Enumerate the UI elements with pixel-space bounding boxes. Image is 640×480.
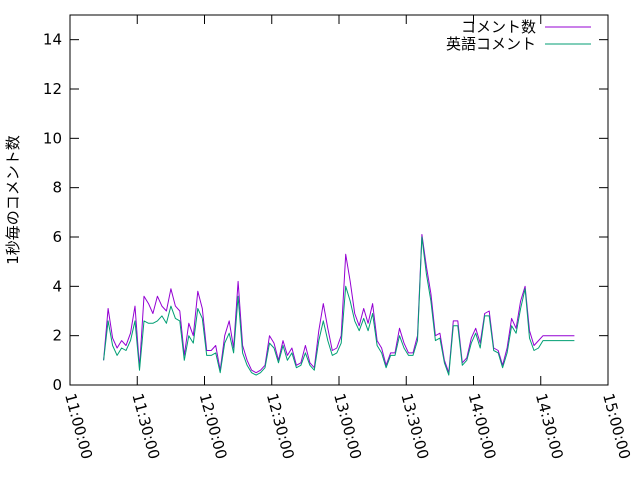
y-axis-label: 1秒毎のコメント数: [4, 135, 22, 265]
axes-layer: 0 2 4 6 8 10 12 14 11:00:00 11:30:00 12:00:00 12:30…: [43, 14, 634, 461]
x-tick-label: 11:00:00: [61, 391, 96, 461]
x-tick-label: 15:00:00: [599, 391, 634, 461]
y-tick-label: 6: [52, 228, 62, 246]
series-line-1: [103, 234, 575, 374]
legend-label-2: 英語コメント: [446, 35, 536, 53]
y-tick-label: 2: [52, 327, 62, 345]
y-tick-label: 8: [52, 179, 62, 197]
x-tick-label: 13:00:00: [330, 391, 365, 461]
y-tick-label: 14: [43, 31, 62, 49]
series-line-2: [103, 236, 575, 376]
x-tick-label: 14:00:00: [465, 391, 500, 461]
x-tick-label: 11:30:00: [128, 391, 163, 461]
series-layer: [103, 234, 575, 376]
y-tick-label: 12: [43, 80, 62, 98]
x-tick-label: 13:30:00: [397, 391, 432, 461]
y-tick-label: 4: [52, 277, 62, 295]
x-tick-label: 14:30:00: [532, 391, 567, 461]
plot-frame: [69, 14, 609, 386]
y-tick-label: 10: [43, 129, 62, 147]
x-tick-label: 12:30:00: [263, 391, 298, 461]
x-tick-label: 12:00:00: [196, 391, 231, 461]
legend-label-1: コメント数: [461, 18, 536, 36]
y-tick-label: 0: [52, 376, 62, 394]
